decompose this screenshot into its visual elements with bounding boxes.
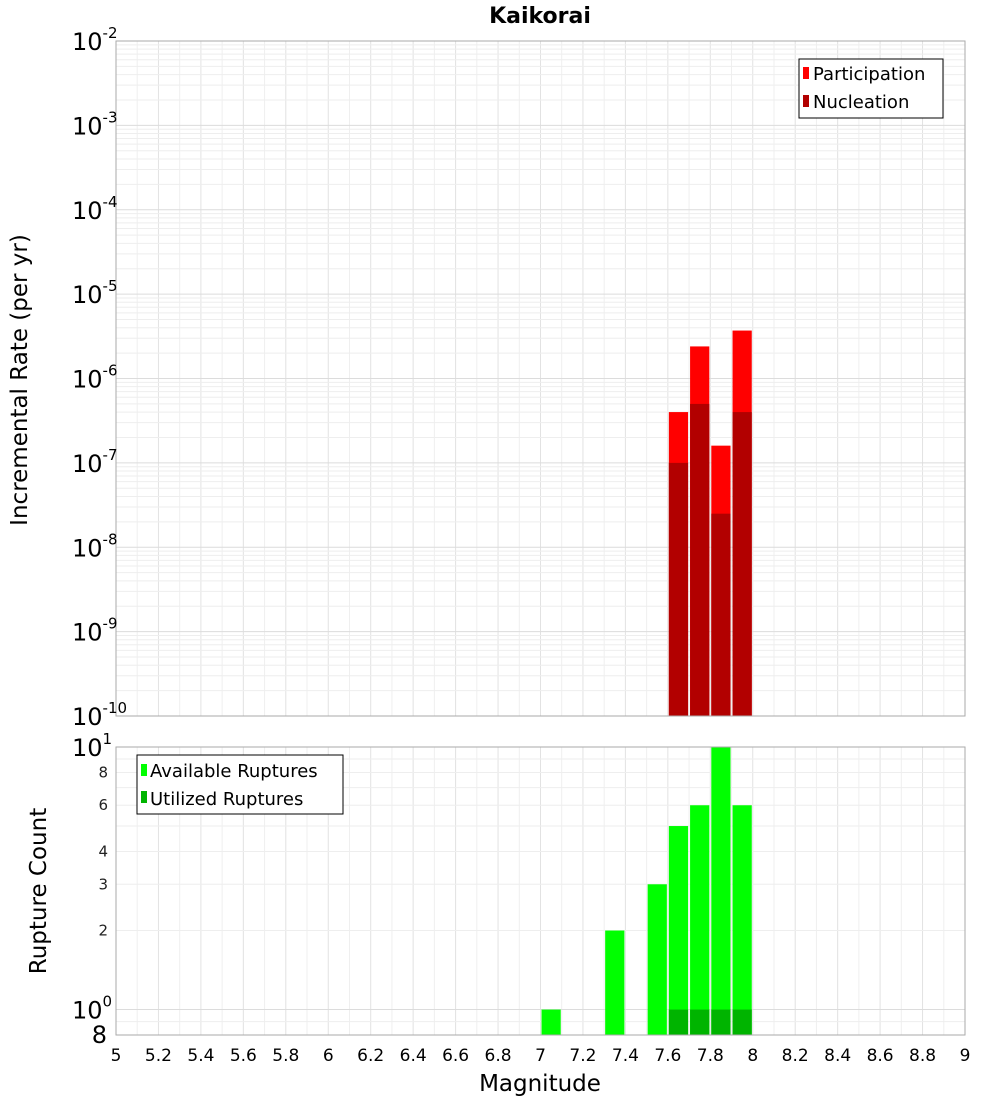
bottom-y-tick-label: 2 (98, 922, 108, 940)
x-tick-label: 5.6 (230, 1046, 257, 1066)
bar-available-ruptures-3 (668, 826, 689, 1035)
x-axis-tick-labels: 5 5.2 5.4 5.6 5.8 6 6.2 6.4 6.6 6.8 7 7.2 7.4 7.6 7.8 8… (111, 1046, 971, 1066)
bottom-legend: Available Ruptures Utilized Ruptures (136, 754, 344, 815)
bar-available-ruptures-4 (690, 805, 710, 1035)
legend-label-available-ruptures: Available Ruptures (150, 761, 318, 782)
x-tick-label: 9 (960, 1046, 971, 1066)
top-plot-grid (115, 41, 966, 717)
legend-swatch-utilized-ruptures (141, 791, 147, 803)
bottom-y-tick-label: 8 (92, 1021, 107, 1049)
x-tick-label: 7.6 (654, 1046, 681, 1066)
legend-swatch-participation (803, 67, 809, 79)
top-plot-frame (115, 40, 966, 717)
bottom-plot-frame (115, 746, 966, 1036)
bar-available-ruptures-6 (732, 805, 752, 1035)
x-tick-label: 7 (535, 1046, 546, 1066)
bar-utilized-ruptures-3 (732, 1009, 752, 1035)
bar-utilized-ruptures-2 (711, 1009, 731, 1035)
top-y-tick-label: 10-10 (72, 699, 127, 731)
bottom-y-tick-label: 6 (98, 796, 108, 814)
x-tick-label: 6.2 (357, 1046, 384, 1066)
top-y-tick-label: 10-9 (72, 615, 118, 647)
top-y-tick-label: 10-2 (72, 24, 118, 56)
top-y-tick-label: 10-8 (72, 530, 118, 562)
bar-utilized-ruptures-0 (668, 1009, 689, 1035)
top-y-tick-label: 10-5 (72, 277, 118, 309)
top-y-tick-label: 10-3 (72, 108, 118, 140)
x-tick-label: 8.2 (782, 1046, 809, 1066)
top-plot-y-tick-labels: 10-10 10-9 10-8 10-7 10-6 10-5 10-4 10-3 10-2 (72, 24, 127, 731)
legend-label-utilized-ruptures: Utilized Ruptures (150, 789, 303, 810)
bottom-plot-bars (541, 747, 752, 1035)
x-tick-label: 5 (111, 1046, 122, 1066)
bar-nucleation-1 (690, 403, 710, 716)
bottom-y-tick-label: 100 (72, 993, 112, 1025)
bar-available-ruptures-5 (711, 747, 731, 1035)
top-y-tick-label: 10-7 (72, 446, 118, 478)
legend-label-participation: Participation (813, 64, 925, 85)
top-y-axis-label: Incremental Rate (per yr) (7, 234, 33, 526)
x-tick-label: 6.6 (442, 1046, 469, 1066)
top-y-tick-label: 10-4 (72, 193, 118, 225)
x-tick-label: 6.4 (400, 1046, 427, 1066)
bottom-y-tick-label: 8 (98, 763, 108, 781)
bottom-y-tick-label: 4 (98, 842, 108, 860)
chart-title: Kaikorai (489, 4, 591, 29)
bar-nucleation-3 (732, 412, 752, 716)
x-tick-label: 7.2 (569, 1046, 596, 1066)
bar-nucleation-0 (668, 462, 689, 717)
x-tick-label: 5.2 (145, 1046, 172, 1066)
bar-utilized-ruptures-1 (690, 1009, 710, 1035)
x-tick-label: 5.8 (272, 1046, 299, 1066)
x-tick-label: 8.6 (867, 1046, 894, 1066)
legend-swatch-available-ruptures (141, 764, 147, 776)
x-tick-label: 5.4 (187, 1046, 214, 1066)
bar-nucleation-2 (711, 513, 731, 716)
x-tick-label: 6 (323, 1046, 334, 1066)
x-tick-label: 7.8 (697, 1046, 724, 1066)
legend-swatch-nucleation (803, 95, 809, 107)
top-plot-bars (668, 330, 752, 717)
bottom-y-axis-label: Rupture Count (26, 808, 52, 974)
top-y-tick-label: 10-6 (72, 362, 118, 394)
x-tick-label: 8.4 (824, 1046, 851, 1066)
x-tick-label: 8 (747, 1046, 758, 1066)
bar-available-ruptures-0 (541, 1009, 561, 1035)
bar-available-ruptures-1 (605, 930, 625, 1035)
x-tick-label: 6.8 (485, 1046, 512, 1066)
legend-label-nucleation: Nucleation (813, 92, 909, 113)
bottom-legend-box (136, 754, 344, 815)
top-legend-box (798, 58, 944, 119)
x-axis-label: Magnitude (479, 1071, 601, 1097)
x-tick-label: 7.4 (612, 1046, 639, 1066)
x-tick-label: 8.8 (909, 1046, 936, 1066)
bottom-y-tick-label: 3 (98, 875, 108, 893)
bottom-y-tick-label: 101 (72, 730, 112, 762)
top-legend: Participation Nucleation (798, 58, 944, 119)
bar-available-ruptures-2 (647, 884, 667, 1035)
